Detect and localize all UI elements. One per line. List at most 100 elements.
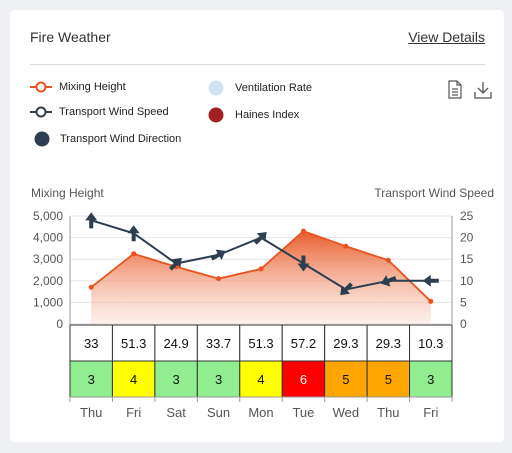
document-icon[interactable] [448, 80, 462, 99]
ventilation-rate-value: 29.3 [333, 336, 358, 351]
haines-index-value: 5 [385, 372, 392, 387]
haines-index-value: 4 [130, 372, 137, 387]
mixing-height-area [91, 231, 431, 324]
y-tick-label-left: 3,000 [33, 252, 63, 266]
haines-index-cell [196, 360, 241, 398]
ventilation-rate-cell [409, 324, 453, 362]
line-circle-icon [30, 106, 52, 118]
y-tick-label-left: 4,000 [33, 231, 63, 245]
dark-dot-icon [34, 131, 50, 147]
y-tick-label-right: 10 [460, 274, 474, 288]
y-tick-label-right: 20 [460, 231, 474, 245]
ventilation-rate-value: 33 [84, 336, 98, 351]
arrow-shape [210, 249, 226, 261]
legend-haines-index[interactable]: Haines Index [208, 107, 299, 123]
legend-transport-wind-speed[interactable]: Transport Wind Speed [29, 106, 169, 118]
legend-label: Haines Index [235, 109, 300, 121]
wind-direction-arrow [169, 257, 182, 271]
line-circle-icon [30, 81, 52, 93]
view-details-link[interactable]: View Details [408, 29, 485, 45]
mixing-height-point [300, 228, 306, 234]
fire-weather-chart: Mixing Height Transport Wind Speed 0 1,00… [31, 186, 494, 420]
fire-weather-card: Fire Weather View Details Mixing Height … [10, 10, 504, 442]
x-tick-label: Fri [126, 405, 141, 420]
ventilation-rate-cell [324, 324, 368, 362]
y-tick-label-left: 0 [56, 317, 63, 331]
y-axis-label-right: Transport Wind Speed [374, 186, 494, 200]
x-tick-label: Sat [166, 405, 186, 420]
mixing-height-point [258, 266, 264, 272]
ventilation-rate-value: 57.2 [291, 336, 316, 351]
ventilation-rate-cell [111, 324, 156, 362]
arrow-shape [169, 257, 182, 271]
y-tick-label-right: 0 [460, 317, 467, 331]
y-tick-label-right: 15 [460, 252, 474, 266]
legend-ventilation-rate[interactable]: Ventilation Rate [208, 80, 312, 96]
legend-label: Transport Wind Speed [59, 106, 169, 118]
wind-direction-arrow [297, 255, 310, 272]
y-tick-label-right: 25 [460, 209, 474, 223]
mixing-height-point [343, 243, 349, 249]
mixing-height-point [131, 251, 137, 257]
x-tick-label: Thu [80, 405, 102, 420]
ventilation-rate-value: 33.7 [206, 336, 231, 351]
mixing-height-point [88, 284, 94, 290]
y-tick-label-right: 5 [460, 295, 467, 309]
arrow-shape [340, 282, 353, 296]
y-tick-label-left: 5,000 [33, 209, 63, 223]
x-tick-label: Tue [292, 405, 314, 420]
mixing-height-point [385, 257, 391, 263]
light-blue-dot-icon [208, 80, 224, 96]
wind-direction-arrow [127, 225, 140, 242]
red-dot-icon [208, 107, 224, 123]
wind-direction-arrow [340, 282, 353, 296]
arrow-shape [253, 231, 267, 245]
haines-index-value: 5 [342, 372, 349, 387]
legend-label: Ventilation Rate [235, 82, 313, 94]
x-tick-label: Thu [377, 405, 399, 420]
wind-direction-arrow [422, 274, 439, 287]
ventilation-rate-cell [196, 324, 241, 362]
haines-index-value: 3 [172, 372, 179, 387]
haines-index-cell [324, 360, 368, 398]
x-tick-label: Fri [423, 405, 438, 420]
divider [30, 64, 485, 65]
y-tick-label-left: 1,000 [33, 295, 63, 309]
ventilation-rate-value: 10.3 [418, 336, 443, 351]
y-axis-label-left: Mixing Height [31, 186, 104, 200]
wind-direction-arrow [85, 212, 98, 229]
mixing-height-point [216, 276, 222, 282]
arrow-shape [127, 225, 140, 242]
mixing-height-point [428, 298, 434, 304]
arrow-shape [422, 274, 439, 287]
arrow-shape [297, 255, 310, 272]
ventilation-rate-value: 24.9 [163, 336, 188, 351]
y-tick-label-left: 2,000 [33, 274, 63, 288]
ventilation-rate-cell [366, 324, 411, 362]
haines-index-cell [409, 360, 453, 398]
haines-index-value: 3 [88, 372, 95, 387]
wind-direction-arrow [210, 249, 226, 261]
haines-index-cell [366, 360, 411, 398]
haines-index-value: 4 [257, 372, 264, 387]
wind-direction-arrow [380, 275, 397, 287]
legend-label: Mixing Height [59, 81, 126, 93]
download-icon[interactable] [474, 81, 492, 99]
legend-mixing-height[interactable]: Mixing Height [29, 81, 126, 93]
x-tick-label: Sun [207, 405, 230, 420]
haines-index-value: 3 [215, 372, 222, 387]
ventilation-rate-cell [154, 324, 198, 362]
legend-label: Transport Wind Direction [60, 133, 182, 145]
arrow-shape [85, 212, 98, 229]
ventilation-rate-value: 51.3 [248, 336, 273, 351]
ventilation-rate-value: 51.3 [121, 336, 146, 351]
haines-index-value: 3 [427, 372, 434, 387]
haines-index-cell [239, 360, 283, 398]
haines-index-value: 6 [300, 372, 307, 387]
ventilation-rate-value: 29.3 [376, 336, 401, 351]
x-tick-label: Mon [248, 405, 273, 420]
x-tick-label: Wed [333, 405, 360, 420]
wind-direction-arrow [253, 231, 267, 245]
legend-transport-wind-direction[interactable]: Transport Wind Direction [34, 131, 181, 147]
card-title: Fire Weather [30, 29, 111, 45]
